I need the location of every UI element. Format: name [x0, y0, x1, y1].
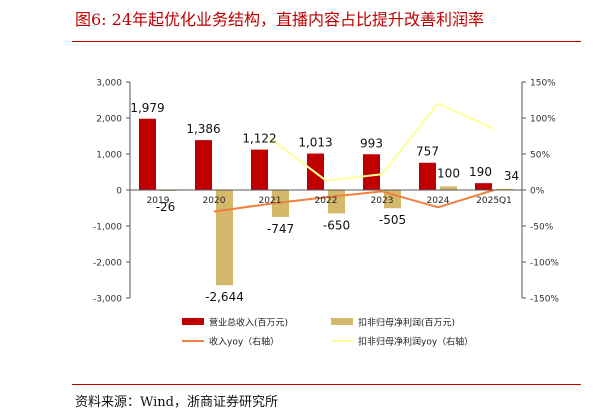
revenue-value-label: 1,013 — [298, 136, 332, 150]
left-axis-tick-label: -1,000 — [93, 223, 122, 233]
x-axis-category-label: 2025Q1 — [476, 196, 512, 206]
revenue-bar — [475, 183, 492, 190]
x-axis-category-label: 2022 — [315, 196, 338, 206]
revenue-value-label: 1,122 — [242, 132, 276, 146]
right-axis-tick-label: -50% — [530, 223, 554, 233]
x-axis-category-label: 2020 — [203, 196, 226, 206]
profit-yoy-line — [269, 102, 495, 182]
profit-value-label: -2,644 — [205, 290, 244, 304]
right-axis-tick-label: 100% — [530, 115, 556, 125]
left-axis: 3,000 2,000 1,000 0 -1,000 -2,000 -3,000 — [93, 79, 131, 305]
revenue-value-label: 757 — [416, 145, 439, 159]
source-rule — [72, 384, 581, 385]
yoy-lines — [213, 102, 495, 213]
profit-bar — [216, 190, 233, 286]
legend-revenue-yoy-label: 收入yoy（右轴） — [209, 336, 279, 348]
legend-profit-swatch — [331, 318, 353, 325]
data-labels: 1,979 -26 1,386 -2,644 1,122 -747 1,013 -650 993… — [130, 101, 519, 304]
profit-bar — [496, 188, 513, 190]
revenue-value-label: 190 — [469, 165, 492, 179]
profit-value-label: 34 — [504, 169, 519, 183]
left-axis-tick-label: 0 — [116, 187, 122, 197]
figure-title: 图6: 24年起优化业务结构，直播内容占比提升改善利润率 — [75, 10, 485, 29]
revenue-value-label: 993 — [360, 136, 383, 150]
x-axis-category-label: 2024 — [427, 196, 450, 206]
profit-value-label: -747 — [267, 222, 294, 236]
right-axis-tick-label: -100% — [530, 259, 559, 269]
title-rule — [72, 41, 581, 42]
x-axis-category-label: 2023 — [371, 196, 394, 206]
legend-profit-label: 扣非归母净利润(百万元) — [358, 317, 455, 329]
revenue-yoy-line — [213, 189, 495, 213]
revenue-value-label: 1,386 — [186, 122, 220, 136]
legend-profit-yoy-label: 扣非归母净利润yoy（右轴） — [358, 336, 473, 348]
revenue-value-label: 1,979 — [130, 101, 164, 115]
x-axis-category-label: 2021 — [259, 196, 282, 206]
right-axis-tick-label: 150% — [530, 79, 556, 89]
source-note: 资料来源：Wind，浙商证券研究所 — [75, 395, 278, 410]
revenue-bar — [251, 149, 268, 190]
left-axis-tick-label: 1,000 — [96, 151, 122, 161]
right-axis-tick-label: 0% — [530, 187, 545, 197]
revenue-bar — [195, 140, 212, 190]
profit-value-label: -650 — [323, 218, 350, 232]
legend-revenue-swatch — [182, 318, 204, 325]
left-axis-tick-label: 2,000 — [96, 115, 122, 125]
profit-value-label: -26 — [156, 200, 176, 214]
x-axis: 2019 2020 2021 2022 2023 2024 2025Q1 — [130, 189, 522, 206]
x-axis-category-label: 2019 — [147, 196, 170, 206]
right-axis-tick-label: -150% — [530, 295, 559, 305]
profit-value-label: -505 — [379, 213, 406, 227]
revenue-bar — [139, 118, 156, 190]
right-axis: 150% 100% 50% 0% -50% -100% -150% — [521, 79, 559, 305]
page-edge — [609, 0, 614, 420]
left-axis-tick-label: -2,000 — [93, 259, 122, 269]
legend: 营业总收入(百万元) 扣非归母净利润(百万元) 收入yoy（右轴） 扣非归母净利润yo… — [182, 317, 473, 348]
revenue-bar — [419, 162, 436, 190]
profit-bar — [440, 186, 457, 190]
profit-value-label: 100 — [437, 166, 460, 180]
left-axis-tick-label: -3,000 — [93, 295, 122, 305]
right-axis-tick-label: 50% — [530, 151, 550, 161]
profit-bar — [384, 190, 401, 209]
revenue-bar — [363, 154, 380, 190]
legend-revenue-label: 营业总收入(百万元) — [209, 317, 288, 329]
left-axis-tick-label: 3,000 — [96, 79, 122, 89]
